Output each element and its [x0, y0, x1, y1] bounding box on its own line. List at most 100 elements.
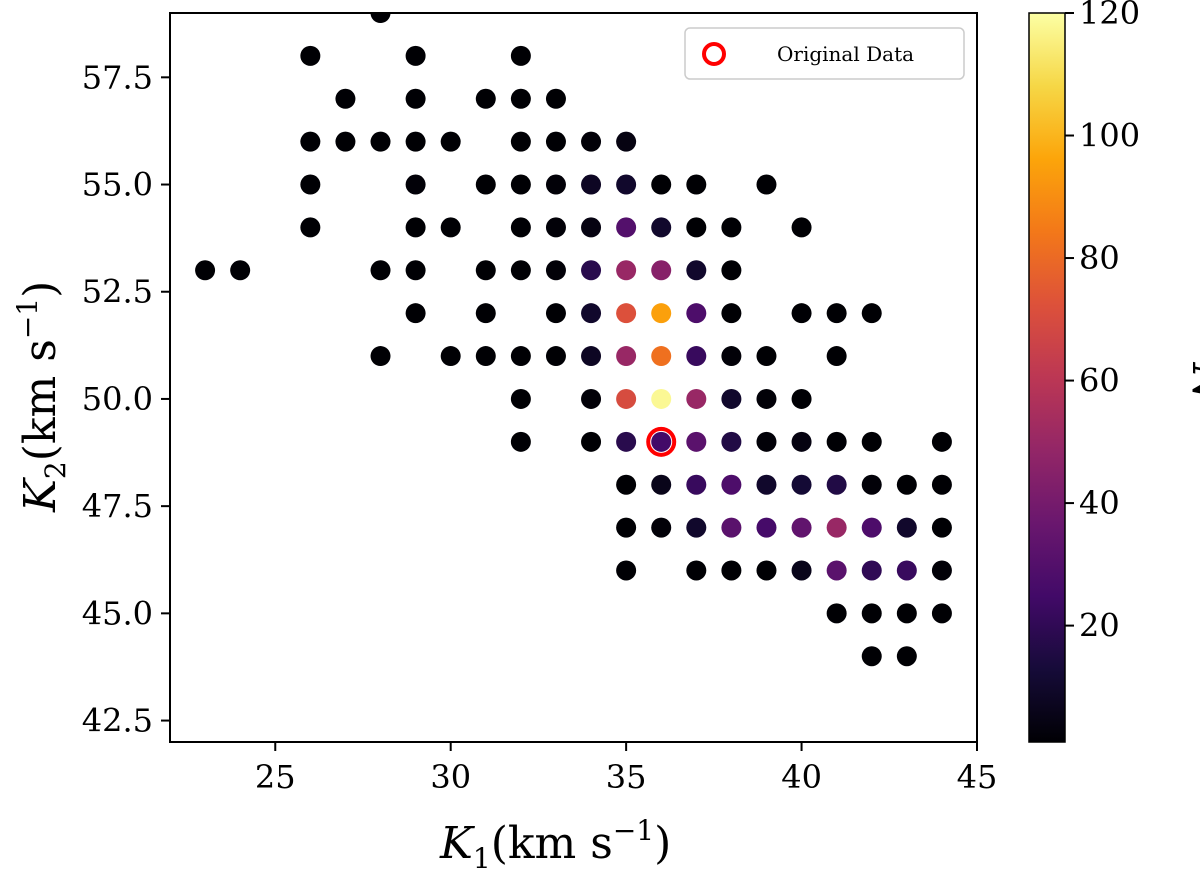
data-point	[440, 346, 461, 367]
data-point	[405, 174, 426, 195]
data-point	[861, 303, 882, 324]
y-tick-label: 50.0	[82, 380, 153, 418]
data-point	[651, 303, 672, 324]
data-point	[440, 217, 461, 238]
data-point	[335, 131, 356, 152]
data-point	[370, 131, 391, 152]
data-point	[475, 88, 496, 109]
colorbar-tick-label: 20	[1079, 607, 1120, 645]
data-point	[616, 174, 637, 195]
data-point	[651, 474, 672, 495]
data-point	[475, 346, 496, 367]
data-point	[721, 517, 742, 538]
data-point	[510, 45, 531, 66]
data-point	[581, 260, 602, 281]
original-data-marker	[646, 426, 677, 457]
colorbar-tick-label: 60	[1079, 362, 1120, 400]
data-point	[791, 388, 812, 409]
data-point	[861, 603, 882, 624]
data-point	[510, 346, 531, 367]
data-point	[896, 603, 917, 624]
data-point	[721, 260, 742, 281]
data-point	[721, 474, 742, 495]
data-point	[756, 560, 777, 581]
data-point	[405, 131, 426, 152]
legend: Original Data	[684, 27, 965, 80]
data-point	[791, 303, 812, 324]
x-axis-label-sub: 1	[473, 842, 491, 874]
x-tick-label: 40	[781, 758, 822, 796]
x-axis-label: K1(km s−1)	[439, 814, 671, 874]
data-point	[686, 560, 707, 581]
data-point	[651, 346, 672, 367]
data-point	[616, 431, 637, 452]
data-point	[861, 474, 882, 495]
data-point	[545, 346, 566, 367]
y-axis-label-symbol: K	[15, 477, 66, 513]
data-point	[756, 431, 777, 452]
data-point	[826, 474, 847, 495]
legend-marker-original	[702, 42, 726, 66]
data-point	[756, 388, 777, 409]
data-point	[826, 517, 847, 538]
data-point	[370, 346, 391, 367]
data-point	[616, 217, 637, 238]
data-point	[651, 260, 672, 281]
data-point	[826, 303, 847, 324]
y-axis-label-close: )	[15, 281, 66, 298]
data-point	[651, 174, 672, 195]
data-point	[861, 560, 882, 581]
data-point	[651, 388, 672, 409]
data-point	[581, 303, 602, 324]
x-tick-label: 35	[606, 758, 647, 796]
y-axis-label-sub: 2	[39, 461, 72, 479]
data-point	[721, 346, 742, 367]
y-axis-ticks: 42.5 45.0 47.5 50.0 52.5 55.0 57.5	[82, 58, 170, 740]
data-point	[651, 217, 672, 238]
data-point	[581, 346, 602, 367]
data-point	[370, 13, 391, 23]
data-point	[686, 346, 707, 367]
data-point	[616, 474, 637, 495]
data-point	[405, 88, 426, 109]
data-point	[651, 517, 672, 538]
x-tick-label: 30	[430, 758, 471, 796]
colorbar-tick-label: 80	[1079, 239, 1120, 277]
data-point	[826, 560, 847, 581]
data-point	[405, 217, 426, 238]
data-point	[756, 517, 777, 538]
data-point	[896, 517, 917, 538]
data-point	[721, 560, 742, 581]
data-point	[826, 603, 847, 624]
data-point	[581, 131, 602, 152]
data-point	[861, 517, 882, 538]
x-axis-label-symbol: K	[439, 818, 475, 869]
data-point	[616, 517, 637, 538]
data-point	[721, 217, 742, 238]
data-point	[616, 260, 637, 281]
colorbar	[1028, 12, 1066, 743]
data-point	[686, 303, 707, 324]
data-point	[545, 131, 566, 152]
data-point	[300, 45, 321, 66]
data-point	[335, 88, 356, 109]
data-point	[686, 474, 707, 495]
data-point	[791, 560, 812, 581]
data-point	[510, 88, 531, 109]
data-point	[721, 388, 742, 409]
data-point	[686, 517, 707, 538]
data-point	[721, 303, 742, 324]
data-point	[475, 260, 496, 281]
data-point	[616, 131, 637, 152]
data-point	[510, 431, 531, 452]
data-point	[581, 217, 602, 238]
data-point	[931, 474, 952, 495]
data-point	[896, 560, 917, 581]
data-point	[300, 217, 321, 238]
data-point	[826, 346, 847, 367]
y-tick-label: 45.0	[82, 594, 153, 632]
plot-frame	[169, 12, 978, 743]
data-point	[405, 303, 426, 324]
x-axis-ticks: 25 30 35 40 45	[255, 742, 997, 796]
data-point	[510, 217, 531, 238]
